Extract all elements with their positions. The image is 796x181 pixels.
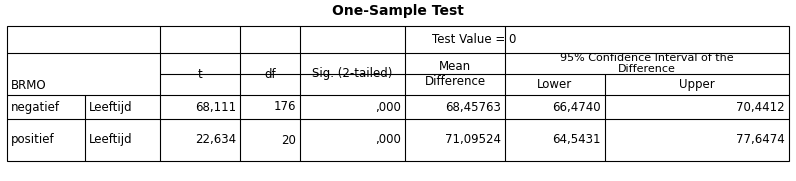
Text: 68,45763: 68,45763 (445, 100, 501, 113)
Bar (7, 26, 789, 161)
Text: 77,6474: 77,6474 (736, 134, 785, 146)
Text: 71,09524: 71,09524 (445, 134, 501, 146)
Text: t: t (197, 68, 202, 81)
Text: One-Sample Test: One-Sample Test (332, 4, 464, 18)
Text: 64,5431: 64,5431 (552, 134, 601, 146)
Text: Sig. (2-tailed): Sig. (2-tailed) (312, 68, 392, 81)
Text: df: df (264, 68, 275, 81)
Text: Upper: Upper (679, 78, 715, 91)
Text: 95% Confidence Interval of the
Difference: 95% Confidence Interval of the Differenc… (560, 53, 734, 74)
Text: 70,4412: 70,4412 (736, 100, 785, 113)
Text: ,000: ,000 (375, 134, 401, 146)
Text: 68,111: 68,111 (195, 100, 236, 113)
Text: Test Value = 0: Test Value = 0 (432, 33, 517, 46)
Text: Leeftijd: Leeftijd (89, 134, 133, 146)
Text: 66,4740: 66,4740 (552, 100, 601, 113)
Text: Lower: Lower (537, 78, 572, 91)
Text: 22,634: 22,634 (195, 134, 236, 146)
Text: BRMO: BRMO (11, 79, 47, 92)
Text: Leeftijd: Leeftijd (89, 100, 133, 113)
Text: Mean
Difference: Mean Difference (424, 60, 486, 88)
Text: negatief: negatief (11, 100, 60, 113)
Text: 20: 20 (281, 134, 296, 146)
Text: positief: positief (11, 134, 55, 146)
Text: ,000: ,000 (375, 100, 401, 113)
Text: 176: 176 (274, 100, 296, 113)
